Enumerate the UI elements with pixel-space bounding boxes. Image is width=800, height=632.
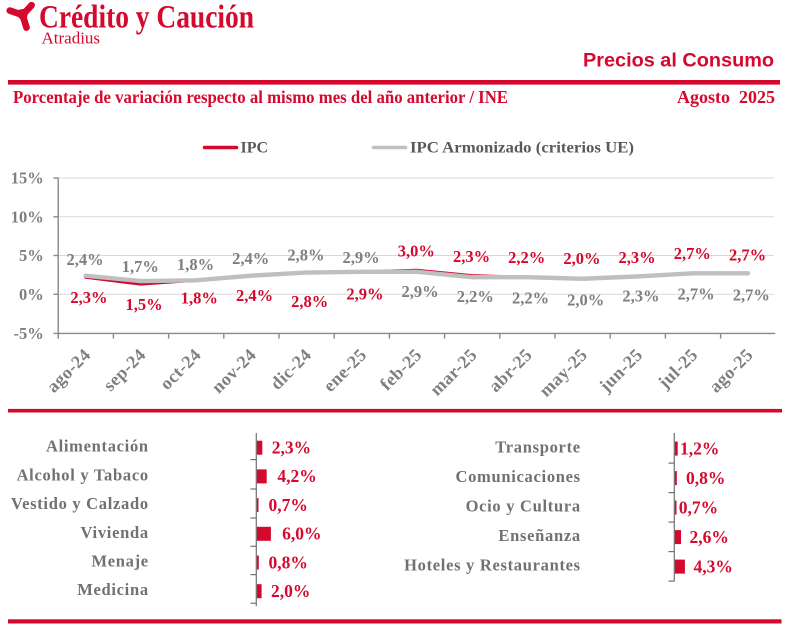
svg-text:1,8%: 1,8% <box>177 255 214 274</box>
svg-text:2,0%: 2,0% <box>567 290 604 309</box>
svg-text:0,8%: 0,8% <box>686 468 725 488</box>
svg-text:Transporte: Transporte <box>495 438 581 457</box>
svg-text:ago-25: ago-25 <box>705 344 757 396</box>
svg-text:1,7%: 1,7% <box>122 257 159 276</box>
svg-text:2,8%: 2,8% <box>291 292 328 311</box>
svg-text:1,5%: 1,5% <box>126 295 163 314</box>
svg-text:2,2%: 2,2% <box>508 248 545 267</box>
svg-text:2,9%: 2,9% <box>343 248 380 267</box>
svg-text:ene-25: ene-25 <box>319 344 370 395</box>
svg-text:mar-25: mar-25 <box>426 344 481 399</box>
svg-text:Hoteles y Restaurantes: Hoteles y Restaurantes <box>404 556 581 575</box>
svg-text:abr-25: abr-25 <box>485 344 536 395</box>
svg-text:15%: 15% <box>11 169 44 188</box>
svg-text:6,0%: 6,0% <box>282 524 321 544</box>
svg-text:2,2%: 2,2% <box>512 289 549 308</box>
svg-text:2,0%: 2,0% <box>271 581 310 601</box>
svg-text:jul-25: jul-25 <box>653 344 701 392</box>
svg-text:0,7%: 0,7% <box>679 497 718 517</box>
svg-text:Comunicaciones: Comunicaciones <box>455 467 580 486</box>
svg-text:0,8%: 0,8% <box>269 552 308 572</box>
svg-text:2,4%: 2,4% <box>232 249 269 268</box>
svg-text:5%: 5% <box>19 246 44 265</box>
svg-text:oct-24: oct-24 <box>156 344 205 393</box>
svg-text:2,7%: 2,7% <box>733 286 770 305</box>
svg-text:sep-24: sep-24 <box>99 344 149 394</box>
svg-text:Porcentaje de variación respec: Porcentaje de variación respecto al mism… <box>13 87 508 107</box>
svg-text:Agosto 2025: Agosto 2025 <box>677 87 775 107</box>
svg-text:2,6%: 2,6% <box>690 527 729 547</box>
svg-text:2,3%: 2,3% <box>619 248 656 267</box>
svg-text:2,4%: 2,4% <box>67 250 104 269</box>
svg-text:2,3%: 2,3% <box>622 287 659 306</box>
svg-text:2,2%: 2,2% <box>457 287 494 306</box>
svg-text:jun-25: jun-25 <box>595 344 647 396</box>
svg-text:2,7%: 2,7% <box>678 285 715 304</box>
svg-text:2,3%: 2,3% <box>453 247 490 266</box>
svg-text:feb-25: feb-25 <box>376 344 426 394</box>
svg-text:Precios al Consumo: Precios al Consumo <box>583 50 774 72</box>
svg-text:Crédito y Caución: Crédito y Caución <box>39 0 254 35</box>
svg-text:4,2%: 4,2% <box>277 466 316 486</box>
svg-text:IPC Armonizado (criterios UE): IPC Armonizado (criterios UE) <box>410 140 634 157</box>
svg-text:Alcohol y Tabaco: Alcohol y Tabaco <box>17 465 149 484</box>
svg-text:Enseñanza: Enseñanza <box>498 526 580 545</box>
svg-text:2,8%: 2,8% <box>287 246 324 265</box>
svg-text:may-25: may-25 <box>535 344 591 400</box>
svg-text:Ocio y Cultura: Ocio y Cultura <box>466 497 581 516</box>
svg-text:2,3%: 2,3% <box>272 438 311 458</box>
svg-text:Medicina: Medicina <box>77 580 149 599</box>
svg-text:Menaje: Menaje <box>91 552 148 571</box>
svg-text:-5%: -5% <box>14 324 44 343</box>
svg-text:2,7%: 2,7% <box>729 246 766 265</box>
svg-text:1,2%: 1,2% <box>680 438 719 458</box>
svg-text:2,7%: 2,7% <box>674 244 711 263</box>
svg-text:4,3%: 4,3% <box>694 556 733 576</box>
svg-text:0%: 0% <box>19 285 44 304</box>
svg-text:2,4%: 2,4% <box>236 286 273 305</box>
svg-text:1,8%: 1,8% <box>181 289 218 308</box>
svg-text:Vestido y Calzado: Vestido y Calzado <box>11 494 149 513</box>
svg-text:IPC: IPC <box>241 140 269 157</box>
svg-text:2,3%: 2,3% <box>70 288 107 307</box>
svg-text:2,0%: 2,0% <box>563 249 600 268</box>
svg-text:Vivienda: Vivienda <box>81 523 149 542</box>
svg-text:nov-24: nov-24 <box>207 344 260 397</box>
svg-text:Alimentación: Alimentación <box>46 437 149 456</box>
svg-text:2,9%: 2,9% <box>402 282 439 301</box>
svg-text:ago-24: ago-24 <box>43 344 95 396</box>
svg-text:3,0%: 3,0% <box>398 241 435 260</box>
svg-text:2,9%: 2,9% <box>346 284 383 303</box>
svg-text:10%: 10% <box>11 207 44 226</box>
svg-text:0,7%: 0,7% <box>269 495 308 515</box>
svg-text:Atradius: Atradius <box>42 28 101 47</box>
svg-text:dic-24: dic-24 <box>266 344 315 393</box>
